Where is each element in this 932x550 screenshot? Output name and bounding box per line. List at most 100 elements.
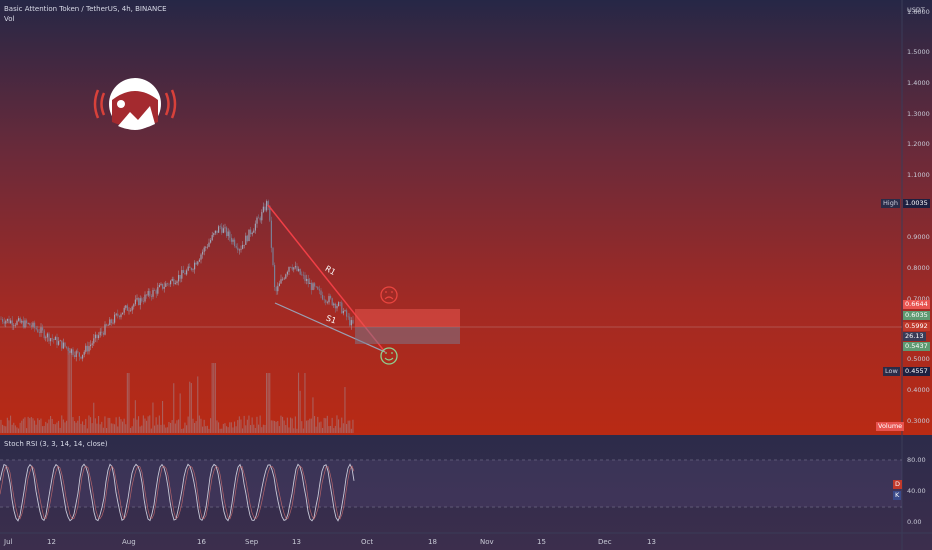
candle-body xyxy=(5,320,7,324)
volume-bar xyxy=(253,424,255,433)
rsi-band-fill xyxy=(0,460,902,507)
stop-zone[interactable] xyxy=(355,327,460,344)
vol-legend[interactable]: Vol xyxy=(4,15,15,23)
candle-body xyxy=(13,325,15,326)
candle-body xyxy=(16,320,18,325)
volume-bar xyxy=(14,425,16,433)
volume-bar xyxy=(142,415,144,433)
candle-body xyxy=(338,302,340,306)
volume-bar xyxy=(149,415,151,433)
volume-bar xyxy=(35,424,37,433)
price-tick: 0.9000 xyxy=(907,233,930,241)
candle-body xyxy=(240,248,242,250)
volume-bar xyxy=(206,425,208,433)
candle-body xyxy=(349,316,351,326)
volume-bar xyxy=(109,417,111,433)
candle-body xyxy=(75,351,77,358)
candle-body xyxy=(221,226,223,233)
volume-bar xyxy=(0,419,2,433)
candle-body xyxy=(150,295,152,297)
volume-bar xyxy=(334,425,336,433)
volume-bar xyxy=(158,415,160,433)
price-tick: 0.4000 xyxy=(907,386,930,394)
volume-bar xyxy=(248,415,250,433)
candle-body xyxy=(144,294,146,302)
volume-bar xyxy=(168,421,170,433)
volume-bar xyxy=(256,416,258,433)
volume-bar xyxy=(240,419,242,433)
rsi-tick-80: 80.00 xyxy=(907,456,926,464)
entry-price-tag: 0.6035 xyxy=(903,311,930,320)
volume-bar xyxy=(309,418,311,433)
volume-bar xyxy=(232,427,234,433)
candle-body xyxy=(218,226,220,233)
candle-body xyxy=(96,334,98,339)
candle-body xyxy=(238,249,240,251)
stoch-rsi-legend[interactable]: Stoch RSI (3, 3, 14, 14, close) xyxy=(4,440,108,448)
volume-bar xyxy=(238,416,240,433)
candle-body xyxy=(194,262,196,270)
candle-body xyxy=(64,342,66,347)
candle-body xyxy=(350,320,352,326)
candle-body xyxy=(141,298,143,302)
candle-body xyxy=(168,283,170,285)
volume-bar xyxy=(234,421,236,433)
candle-body xyxy=(312,283,314,290)
volume-bar xyxy=(312,397,314,433)
volume-bar xyxy=(176,420,178,433)
volume-bar xyxy=(235,426,237,433)
candle-body xyxy=(184,272,186,275)
volume-bar xyxy=(262,424,264,433)
candle-body xyxy=(24,320,26,328)
price-tick: 1.6000 xyxy=(907,8,930,16)
volume-bar xyxy=(86,428,88,433)
target-zone[interactable] xyxy=(355,309,460,327)
volume-bar xyxy=(186,425,188,433)
volume-bar xyxy=(322,427,324,433)
volume-bar xyxy=(56,422,58,433)
candle-body xyxy=(197,261,199,265)
volume-bar xyxy=(26,428,28,433)
candle-body xyxy=(190,268,192,270)
time-tick: 15 xyxy=(537,538,546,546)
candle-body xyxy=(8,318,10,324)
candle-body xyxy=(85,345,87,352)
candle-body xyxy=(56,336,58,345)
candle-body xyxy=(318,289,320,291)
candle-body xyxy=(328,296,330,303)
time-tick: Aug xyxy=(122,538,136,546)
volume-bar xyxy=(104,416,106,433)
candle-body xyxy=(256,217,258,224)
volume-bar xyxy=(261,427,263,433)
candle-body xyxy=(320,290,322,296)
target-price-tag: 0.6644 xyxy=(903,300,930,309)
volume-bar xyxy=(24,417,26,433)
volume-bar xyxy=(139,426,141,433)
candle-body xyxy=(166,283,168,285)
candle-body xyxy=(131,306,133,311)
volume-bar xyxy=(75,422,77,433)
volume-bars xyxy=(0,348,354,433)
volume-bar xyxy=(296,428,298,433)
candle-body xyxy=(342,311,344,314)
candle-body xyxy=(250,229,252,235)
candles xyxy=(0,199,354,362)
volume-bar xyxy=(317,416,319,433)
volume-bar xyxy=(274,420,276,433)
candle-body xyxy=(170,280,172,285)
volume-bar xyxy=(141,425,143,433)
volume-bar xyxy=(128,373,130,433)
symbol-legend[interactable]: Basic Attention Token / TetherUS, 4h, BI… xyxy=(4,5,167,13)
candle-body xyxy=(285,274,287,279)
time-tick: 12 xyxy=(47,538,56,546)
volume-bar xyxy=(85,418,87,433)
candle-body xyxy=(102,332,104,335)
volume-bar xyxy=(53,424,55,433)
candle-body xyxy=(18,318,20,321)
candle-body xyxy=(301,274,303,276)
volume-bar xyxy=(221,428,223,433)
volume-bar xyxy=(78,415,80,433)
candle-body xyxy=(69,351,71,353)
candle-body xyxy=(213,233,215,236)
